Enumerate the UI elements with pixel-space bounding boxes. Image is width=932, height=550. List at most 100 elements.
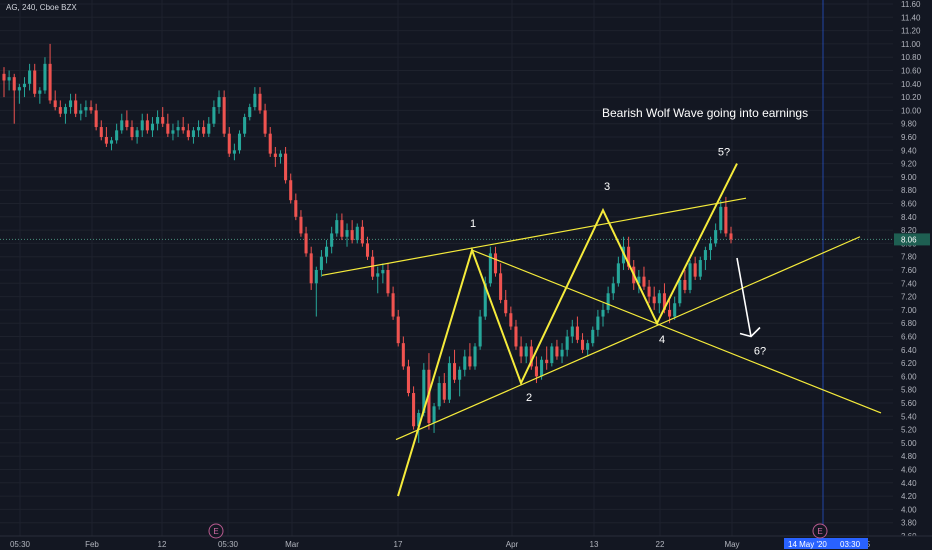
candle-body — [166, 123, 170, 134]
candle-body — [330, 233, 334, 247]
candle-body — [422, 369, 426, 413]
last-price-label: 8.06 — [901, 235, 917, 244]
y-tick-label: 10.20 — [901, 93, 922, 102]
crosshair-date: 14 May '20 — [788, 540, 827, 549]
candle-body — [186, 130, 190, 137]
candle-body — [69, 100, 73, 108]
candle-body — [483, 283, 487, 317]
y-tick-label: 11.20 — [901, 27, 921, 36]
x-tick-label: 05:30 — [10, 540, 31, 549]
trendline-2-4 — [395, 236, 861, 441]
y-tick-label: 8.20 — [901, 226, 917, 235]
candle-body — [478, 316, 482, 347]
candle-body — [43, 63, 47, 91]
candle-body — [38, 90, 42, 94]
candle-body — [447, 363, 451, 400]
target-line-1-4 — [471, 249, 882, 414]
y-tick-label: 6.80 — [901, 319, 917, 328]
candle-body — [33, 70, 37, 94]
candle-body — [473, 346, 477, 367]
earnings-marker-icon — [208, 523, 224, 539]
candle-body — [417, 412, 421, 427]
candle-body — [719, 206, 723, 231]
candle-body — [509, 313, 513, 327]
y-tick-label: 6.60 — [901, 333, 917, 342]
candle-body — [140, 120, 144, 131]
candle-body — [412, 393, 416, 427]
candle-body — [171, 130, 175, 134]
y-tick-label: 11.40 — [901, 13, 921, 22]
candle-body — [120, 120, 124, 131]
y-tick-label: 5.20 — [901, 426, 917, 435]
candle-body — [586, 343, 590, 350]
y-tick-label: 5.80 — [901, 386, 917, 395]
candle-body — [596, 316, 600, 330]
y-tick-label: 6.00 — [901, 372, 917, 381]
wolf-wave-pattern — [321, 163, 882, 497]
candle-body — [514, 326, 518, 347]
candle-body — [304, 233, 308, 254]
candle-body — [243, 117, 247, 134]
candle-body — [284, 153, 288, 181]
candle-body — [109, 140, 114, 144]
candle-body — [278, 153, 283, 157]
candle-body — [386, 270, 390, 294]
y-tick-label: 9.60 — [901, 133, 917, 142]
candle-body — [575, 326, 579, 340]
candle-body — [181, 127, 185, 131]
candle-body — [606, 293, 610, 310]
earnings-marker-icon — [812, 523, 828, 539]
y-tick-label: 4.60 — [901, 466, 917, 475]
arrow-head-icon — [739, 326, 761, 338]
candle-body — [350, 230, 354, 241]
candle-body — [355, 226, 359, 241]
x-tick-label: Apr — [506, 540, 519, 549]
candle-body — [365, 243, 370, 257]
wave-label-4: 4 — [659, 334, 665, 346]
candle-body — [499, 273, 503, 300]
candle-body — [258, 93, 262, 111]
candle-body — [529, 346, 533, 367]
y-tick-label: 10.60 — [901, 67, 922, 76]
crosshair-date-badge — [784, 538, 868, 549]
candle-body — [550, 346, 554, 364]
x-tick-label: Feb — [85, 540, 99, 549]
candle-body — [222, 97, 226, 134]
wave-label-6q: 6? — [754, 345, 766, 357]
candle-body — [289, 180, 293, 201]
y-tick-label: 4.20 — [901, 492, 917, 501]
y-tick-label: 8.80 — [901, 186, 917, 195]
candle-body — [703, 250, 707, 261]
wave-label-2: 2 — [526, 392, 532, 404]
candle-body — [642, 276, 646, 287]
candle-body — [611, 283, 615, 294]
candle-body — [7, 77, 11, 81]
candle-body — [678, 279, 682, 304]
candle-body — [2, 73, 6, 81]
candle-body — [63, 107, 67, 114]
wave-label-1: 1 — [470, 218, 476, 230]
candle-body — [376, 273, 380, 277]
x-tick-label: 5 — [866, 540, 871, 549]
wave-label-3: 3 — [604, 181, 610, 193]
candle-body — [673, 303, 677, 317]
projection-arrow — [736, 257, 752, 337]
y-tick-label: 4.80 — [901, 452, 917, 461]
y-tick-label: 7.60 — [901, 266, 917, 275]
candle-body — [345, 230, 349, 237]
candle-body — [463, 356, 467, 370]
candle-body — [683, 279, 687, 290]
candle-body — [570, 326, 574, 337]
candle-body — [540, 359, 544, 377]
candle-body — [237, 133, 242, 151]
y-tick-label: 8.40 — [901, 213, 917, 222]
earnings-marker-label: E — [213, 527, 218, 536]
trendline-1-3 — [321, 197, 747, 276]
candle-body — [248, 107, 252, 118]
candle-body — [432, 406, 436, 423]
y-tick-label: 7.80 — [901, 253, 917, 262]
y-tick-label: 10.00 — [901, 106, 922, 115]
